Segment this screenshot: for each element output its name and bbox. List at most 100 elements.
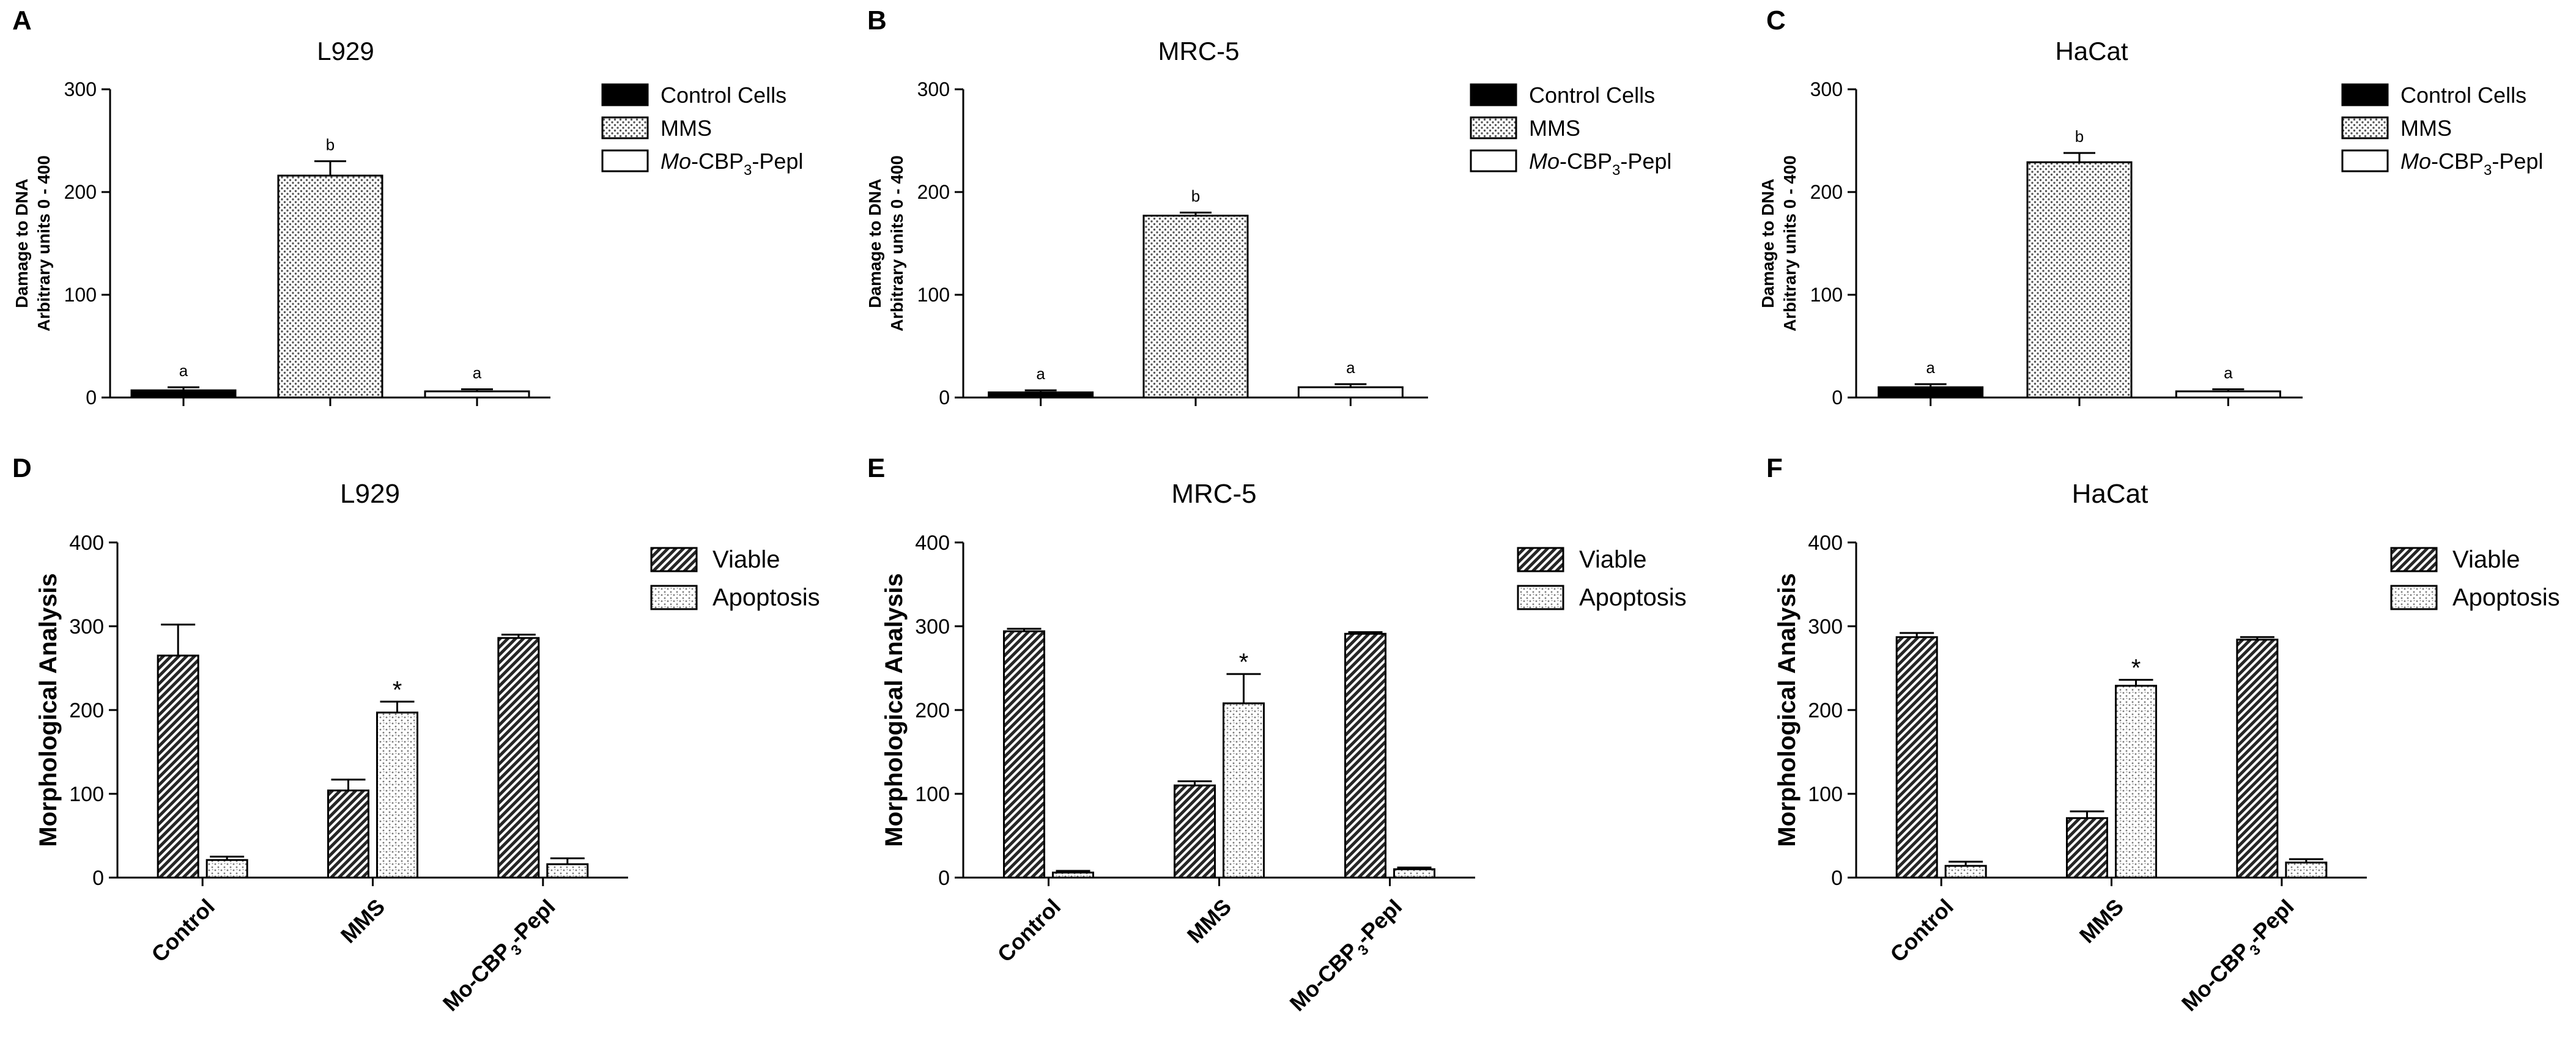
x-tick-label: Mo-CBP3-PepI xyxy=(2177,894,2302,1019)
x-tick-label: MMS xyxy=(336,894,390,948)
chart-title: L929 xyxy=(317,37,374,65)
bar xyxy=(497,637,540,879)
bar xyxy=(1174,784,1216,879)
y-tick-label: 100 xyxy=(1808,783,1843,806)
bar xyxy=(424,390,530,399)
legend-label: MMS xyxy=(661,116,712,141)
y-tick-label: 0 xyxy=(86,387,97,409)
significance-letter: a xyxy=(1346,358,1355,377)
significance-letter: a xyxy=(2224,364,2233,382)
bar xyxy=(1003,630,1045,879)
legend-label: MMS xyxy=(2400,116,2452,141)
legend-label: Control Cells xyxy=(661,83,786,108)
chart-panel-a: A L929 0 100 200 300 Damage to DNA Arbitrary un… xyxy=(12,6,803,409)
bar xyxy=(2026,161,2133,399)
y-tick-label: 400 xyxy=(1808,531,1843,555)
legend-swatch xyxy=(2341,149,2389,172)
y-axis-label: Damage to DNA xyxy=(865,179,884,308)
y-tick-label: 200 xyxy=(69,699,104,722)
bar xyxy=(2115,684,2157,879)
x-tick-label: MMS xyxy=(2074,894,2128,948)
legend-swatch xyxy=(2341,116,2389,139)
bar xyxy=(1344,632,1386,879)
x-tick-label: Mo-CBP3-PepI xyxy=(1284,894,1410,1019)
y-tick-label: 300 xyxy=(915,615,950,638)
y-tick-label: 300 xyxy=(64,78,97,100)
legend-label: Mo-CBP3-Pepl xyxy=(2400,149,2543,179)
legend-label: Apoptosis xyxy=(2452,584,2560,611)
bar xyxy=(327,790,369,879)
bar xyxy=(130,389,237,399)
significance-letter: a xyxy=(1036,364,1045,383)
legend-swatch xyxy=(1470,116,1517,139)
y-tick-label: 300 xyxy=(1808,615,1843,638)
chart-panel-e: E MRC-5 0 100 200 300 400 Morphological Analysi… xyxy=(867,453,1687,1019)
legend-swatch xyxy=(1517,585,1564,610)
x-tick-label: Mo-CBP3-PepI xyxy=(438,894,563,1019)
y-tick-label: 400 xyxy=(915,531,950,555)
legend-label: Viable xyxy=(712,546,780,573)
y-tick-label: 200 xyxy=(917,181,950,203)
x-tick-label: Control xyxy=(1885,894,1958,967)
bar xyxy=(1052,871,1094,879)
y-tick-label: 0 xyxy=(938,867,950,890)
x-tick-label: Control xyxy=(993,894,1065,967)
significance-letter: b xyxy=(326,136,335,154)
bar xyxy=(988,391,1094,399)
significance-letter: b xyxy=(2075,127,2084,146)
panel-letter: C xyxy=(1766,6,1786,35)
chart-panel-c: C HaCat 0 100 200 300 Damage to DNA Arbitrary u… xyxy=(1758,6,2543,409)
bar xyxy=(1895,636,1938,879)
x-tick-label: MMS xyxy=(1182,894,1236,948)
legend-swatch xyxy=(1470,83,1517,106)
legend-swatch xyxy=(601,83,649,106)
y-axis-label: Damage to DNA xyxy=(1758,179,1777,308)
bar xyxy=(157,654,199,879)
y-tick-label: 100 xyxy=(915,783,950,806)
chart-panel-b: B MRC-5 0 100 200 300 Damage to DNA Arbitrary u… xyxy=(865,6,1671,409)
chart-title: HaCat xyxy=(2055,37,2128,65)
legend-label: Apoptosis xyxy=(1579,584,1687,611)
chart-title: HaCat xyxy=(2072,479,2149,509)
y-tick-label: 200 xyxy=(1808,699,1843,722)
bar xyxy=(376,711,418,879)
y-tick-label: 0 xyxy=(92,867,104,890)
bar xyxy=(1944,865,1987,879)
significance-mark: * xyxy=(1239,649,1249,676)
bar xyxy=(1223,702,1265,879)
y-tick-label: 400 xyxy=(69,531,104,555)
legend-swatch xyxy=(1470,149,1517,172)
y-tick-label: 100 xyxy=(917,284,950,306)
bar xyxy=(1297,386,1404,399)
y-tick-label: 100 xyxy=(64,284,97,306)
legend-swatch xyxy=(2390,585,2438,610)
y-axis-label: Arbitrary units 0 - 400 xyxy=(1780,155,1799,331)
y-axis-label: Morphological Analysis xyxy=(881,573,908,846)
panel-letter: D xyxy=(12,453,32,483)
bar xyxy=(205,859,248,879)
y-tick-label: 0 xyxy=(1832,387,1843,409)
y-tick-label: 300 xyxy=(1810,78,1843,100)
y-axis-label: Arbitrary units 0 - 400 xyxy=(34,155,53,331)
y-tick-label: 100 xyxy=(1810,284,1843,306)
significance-mark: * xyxy=(2131,655,2141,682)
legend-label: Control Cells xyxy=(1529,83,1655,108)
legend-swatch xyxy=(2341,83,2389,106)
legend-swatch xyxy=(650,585,698,610)
legend-label: Viable xyxy=(2452,546,2520,573)
legend-label: Apoptosis xyxy=(712,584,820,611)
panel-letter: A xyxy=(12,6,32,35)
y-tick-label: 0 xyxy=(939,387,950,409)
y-axis-label: Arbitrary units 0 - 400 xyxy=(887,155,906,331)
significance-letter: a xyxy=(179,361,188,380)
legend-swatch xyxy=(601,116,649,139)
y-tick-label: 0 xyxy=(1831,867,1843,890)
legend-label: Control Cells xyxy=(2400,83,2526,108)
chart-title: L929 xyxy=(340,479,400,509)
legend-swatch xyxy=(2390,547,2438,572)
chart-panel-d: D L929 0 100 200 300 400 Morphological Analysis… xyxy=(12,453,820,1019)
significance-letter: a xyxy=(473,364,482,382)
y-tick-label: 200 xyxy=(915,699,950,722)
